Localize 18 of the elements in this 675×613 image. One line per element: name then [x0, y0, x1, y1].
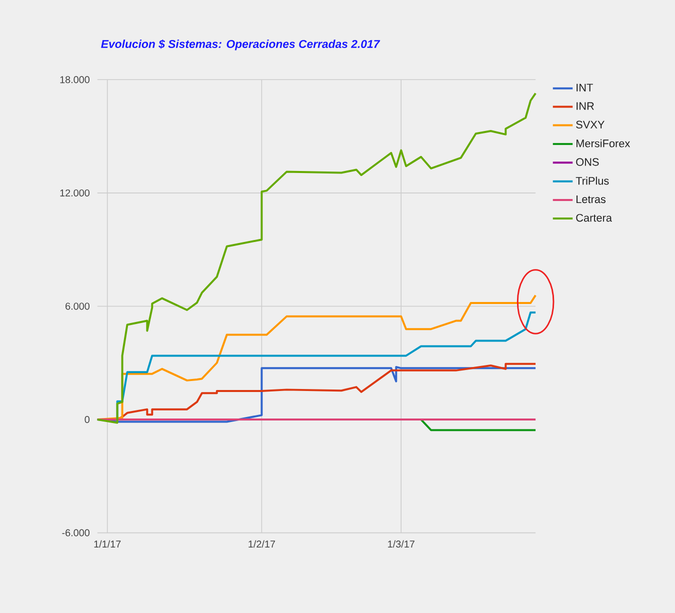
legend-label: INR	[576, 102, 594, 110]
legend-label: SVXY	[576, 120, 604, 128]
y-tick-label: -6.000	[62, 529, 90, 536]
y-tick-label: 12.000	[60, 189, 90, 196]
legend-label: Letras	[576, 195, 606, 203]
y-tick-label: 18.000	[60, 76, 90, 83]
line-series	[96, 92, 537, 424]
legend-label: ONS	[576, 158, 599, 166]
y-tick-label: 0	[84, 416, 90, 423]
legend-label: TriPlus	[576, 176, 609, 184]
legend-label: INT	[576, 84, 593, 92]
legend-label: MersiForex	[576, 139, 630, 148]
x-tick-label: 1/3/17	[388, 540, 414, 548]
legend-label: Cartera	[576, 214, 612, 222]
chart-title: Evolucion $ Sistemas: Operaciones Cerradas 2.017	[101, 39, 380, 50]
x-tick-label: 1/1/17	[94, 540, 121, 548]
y-tick-label: 6.000	[66, 302, 90, 310]
x-tick-label: 1/2/17	[248, 540, 275, 548]
